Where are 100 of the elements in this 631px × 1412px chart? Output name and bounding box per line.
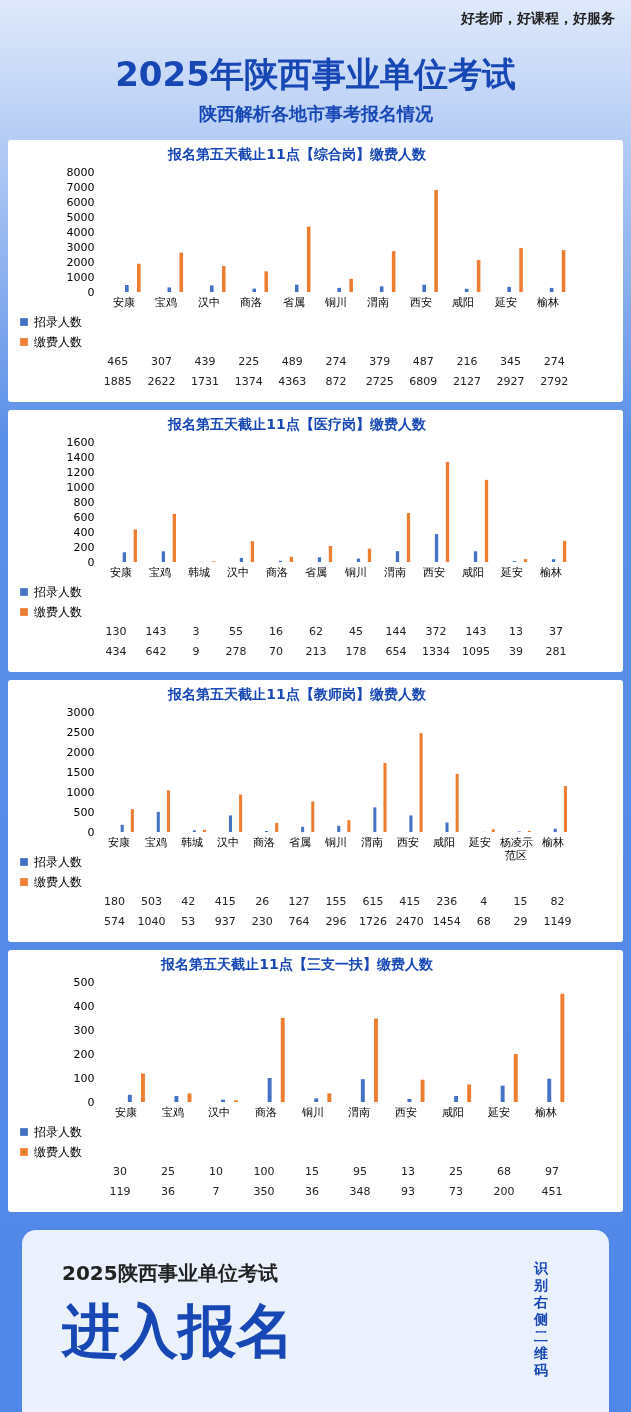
- y-tick-label: 500: [73, 975, 95, 989]
- x-tick-label: 韩城: [180, 835, 203, 849]
- data-label: 1149: [543, 915, 572, 928]
- x-tick-label: 商洛: [266, 565, 289, 579]
- data-label: 278: [225, 645, 247, 658]
- data-label: 1374: [234, 375, 263, 388]
- y-tick-label: 200: [73, 540, 95, 554]
- data-label: 100: [253, 1165, 275, 1178]
- bar: [203, 829, 207, 832]
- data-label: 615: [362, 895, 384, 908]
- bar: [314, 1098, 319, 1102]
- data-label: 82: [550, 895, 565, 908]
- y-tick-label: 600: [73, 510, 95, 524]
- y-tick-label: 3000: [66, 240, 95, 254]
- y-tick-label: 8000: [66, 165, 95, 179]
- y-tick-label: 1400: [66, 450, 95, 464]
- x-tick-label: 省属: [282, 295, 305, 309]
- data-label: 348: [349, 1185, 371, 1198]
- y-tick-label: 200: [73, 1047, 95, 1061]
- bar: [551, 559, 556, 562]
- data-label: 30: [113, 1165, 127, 1178]
- bar: [280, 1018, 285, 1102]
- bar: [311, 801, 315, 832]
- data-label: 119: [109, 1185, 131, 1198]
- x-tick-label: 汉中: [208, 1105, 231, 1119]
- bar: [420, 1079, 425, 1102]
- bar: [156, 811, 160, 832]
- data-label: 95: [353, 1165, 367, 1178]
- bar: [484, 479, 489, 562]
- y-tick-label: 3000: [66, 705, 95, 719]
- bar: [491, 829, 495, 832]
- x-tick-label: 安康: [115, 1105, 138, 1119]
- bar: [179, 252, 184, 292]
- y-tick-label: 100: [73, 1071, 95, 1085]
- bar: [337, 825, 341, 832]
- bar: [513, 1054, 518, 1102]
- data-label: 350: [253, 1185, 275, 1198]
- bar: [473, 551, 478, 562]
- data-label: 180: [103, 895, 125, 908]
- legend-label: 招录人数: [33, 855, 82, 869]
- x-tick-label: 汉中: [216, 835, 239, 849]
- data-label: 68: [497, 1165, 511, 1178]
- bar: [120, 824, 124, 832]
- data-label: 274: [325, 355, 347, 368]
- data-label: 155: [325, 895, 347, 908]
- y-tick-label: 1000: [66, 480, 95, 494]
- x-tick-label: 安康: [108, 835, 131, 849]
- y-tick-label: 1600: [66, 435, 95, 449]
- data-label: 26: [255, 895, 270, 908]
- bar: [317, 557, 322, 562]
- x-tick-label: 安康: [112, 295, 135, 309]
- data-label: 379: [369, 355, 391, 368]
- data-label: 25: [449, 1165, 463, 1178]
- x-tick-label: 商洛: [240, 295, 263, 309]
- bar: [406, 512, 411, 562]
- data-label: 230: [251, 915, 273, 928]
- x-tick-label: 西安: [422, 565, 445, 579]
- data-label: 15: [305, 1165, 319, 1178]
- bar: [136, 263, 141, 292]
- bar: [125, 285, 129, 292]
- x-tick-label: 西安: [397, 835, 420, 849]
- bar: [563, 786, 567, 832]
- x-tick-label: 宝鸡: [155, 295, 178, 309]
- x-tick-label: 铜川: [324, 295, 347, 309]
- bar: [250, 541, 255, 562]
- bar: [445, 461, 450, 562]
- bar: [187, 1093, 192, 1102]
- x-tick-label: 榆林: [534, 1105, 557, 1119]
- bar: [127, 1094, 132, 1102]
- data-label: 1454: [432, 915, 461, 928]
- bar: [294, 284, 299, 292]
- bar: [161, 551, 165, 562]
- data-label: 1731: [191, 375, 220, 388]
- bar: [560, 993, 565, 1102]
- bar: [373, 1018, 378, 1102]
- y-tick-label: 500: [73, 805, 95, 819]
- x-tick-label: 铜川: [300, 1105, 324, 1119]
- bar: [264, 271, 269, 292]
- x-tick-label: 汉中: [227, 565, 250, 579]
- x-tick-label: 榆林: [541, 835, 564, 849]
- legend-label: 招录人数: [33, 585, 82, 599]
- data-label: 53: [181, 915, 196, 928]
- bar: [434, 189, 438, 292]
- text: 识别右侧二维码: [534, 1260, 549, 1379]
- chart-title: 报名第五天截止11点【教师岗】缴费人数: [167, 686, 427, 702]
- data-label: 1885: [103, 375, 132, 388]
- data-label: 97: [545, 1165, 559, 1178]
- data-label: 178: [345, 645, 367, 658]
- x-tick-label: 咸阳: [461, 565, 484, 579]
- data-label: 36: [161, 1185, 175, 1198]
- bar: [347, 820, 351, 832]
- bar: [210, 285, 214, 292]
- x-tick-label: 西安: [394, 1105, 417, 1119]
- data-label: 764: [288, 915, 310, 928]
- y-tick-label: 6000: [66, 195, 95, 209]
- data-label: 127: [288, 895, 310, 908]
- chart-title: 报名第五天截止11点【三支一扶】缴费人数: [160, 956, 434, 972]
- bar: [454, 1096, 459, 1102]
- data-label: 937: [214, 915, 236, 928]
- x-tick-label: 铜川: [324, 835, 347, 849]
